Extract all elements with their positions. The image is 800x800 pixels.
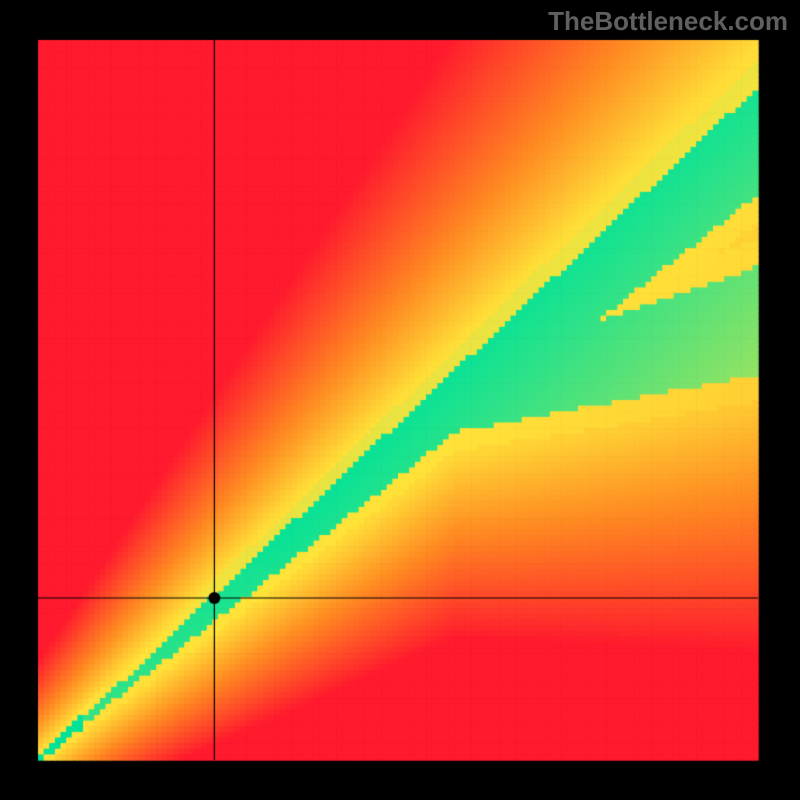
watermark-text: TheBottleneck.com [548,6,788,37]
bottleneck-heatmap [0,0,800,800]
